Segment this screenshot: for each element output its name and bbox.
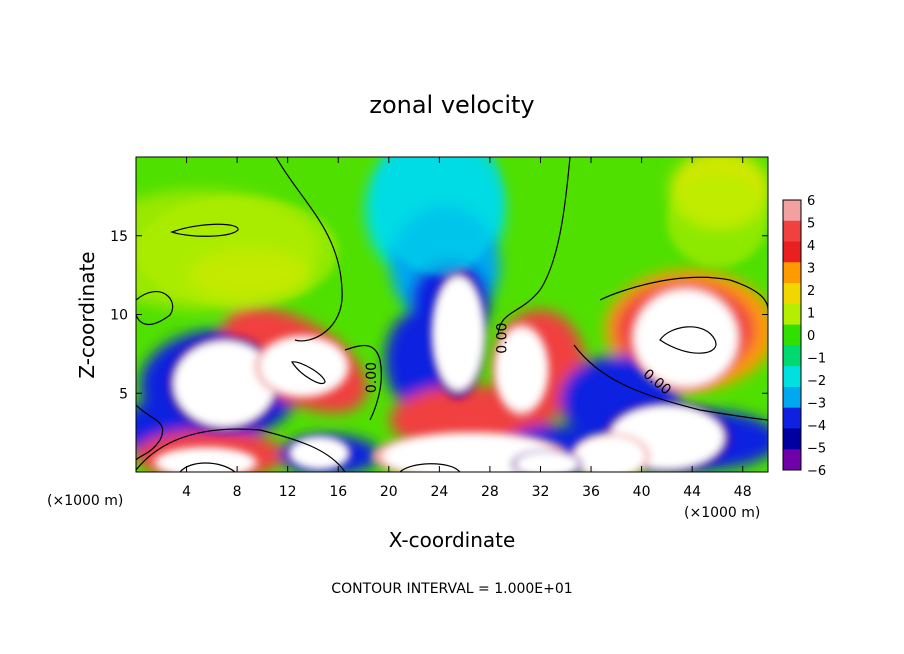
colorbar-swatch-10 <box>783 407 801 429</box>
colorbar-label-3: 3 <box>807 262 815 277</box>
colorbar-swatch-0 <box>783 200 801 222</box>
plot-area: 0.000.000.00 <box>136 157 768 472</box>
y-axis: 5 10 15 <box>110 229 768 402</box>
contour-zero <box>136 404 164 461</box>
feature-core-7 <box>574 435 646 472</box>
contour-zero <box>497 157 571 336</box>
colorbar-label-10: −4 <box>807 419 826 434</box>
colorbar-label-7: −1 <box>807 352 826 367</box>
colorbar-swatch-1 <box>783 220 801 243</box>
contour-zero <box>170 223 239 237</box>
y-axis-label: Z-coordinate <box>75 251 99 378</box>
feature-core-9 <box>515 451 579 472</box>
colorbar-label-5: 1 <box>807 307 815 322</box>
feature-region-12 <box>136 196 339 307</box>
x-tick-label-5: 24 <box>430 484 448 500</box>
colorbar-swatch-3 <box>783 262 801 284</box>
colorbar-label-11: −5 <box>807 442 826 457</box>
contour-zero <box>573 344 768 421</box>
y-tick-label-0: 5 <box>119 386 128 402</box>
feature-region-13 <box>666 172 768 268</box>
contour-label-1: 0.00 <box>494 323 510 354</box>
colorbar-swatch-11 <box>783 428 801 450</box>
colorbar-swatch-12 <box>783 449 801 471</box>
feature-core-0 <box>173 341 276 427</box>
colorbar-frame <box>782 199 802 471</box>
contour-inner <box>291 361 326 384</box>
field-cores <box>136 157 768 472</box>
colorbar-swatch-7 <box>783 345 801 367</box>
x-tick-label-8: 36 <box>582 484 600 500</box>
colorbar-label-6: 0 <box>807 329 815 344</box>
contour-zero <box>275 157 343 342</box>
contour-interval-note: CONTOUR INTERVAL = 1.000E+01 <box>331 581 572 597</box>
contour-inner <box>179 462 236 472</box>
x-tick-label-4: 20 <box>380 484 398 500</box>
contour-lines <box>136 157 768 472</box>
colorbar-swatch-9 <box>783 386 801 409</box>
colorbar-swatch-5 <box>783 303 801 326</box>
contour-zero <box>599 276 768 311</box>
feature-core-1 <box>259 338 346 395</box>
colorbar-label-9: −3 <box>807 397 826 412</box>
feature-core-3 <box>496 328 547 411</box>
colorbar-swatch-8 <box>783 366 801 388</box>
x-tick-label-9: 40 <box>633 484 651 500</box>
x-tick-label-2: 12 <box>279 484 297 500</box>
colorbar: 6 5 4 3 2 1 0 −1 −2 −3 −4 −5 −6 <box>782 194 826 479</box>
colorbar-label-8: −2 <box>807 374 826 389</box>
colorbar-label-4: 2 <box>807 284 815 299</box>
x-unit-left: (×1000 m) <box>47 493 123 509</box>
colorbar-label-0: 6 <box>807 194 815 209</box>
x-axis-label: X-coordinate <box>389 528 516 552</box>
y-tick-label-2: 15 <box>110 229 128 245</box>
x-tick-label-0: 4 <box>182 484 191 500</box>
feature-region-11 <box>376 157 503 276</box>
colorbar-swatch-4 <box>783 283 801 305</box>
x-tick-label-1: 8 <box>233 484 242 500</box>
colorbar-swatch-2 <box>783 241 801 263</box>
colorbar-label-1: 5 <box>807 217 815 232</box>
colorbar-swatch-6 <box>783 324 801 346</box>
feature-core-8 <box>157 448 254 472</box>
contour-label-0: 0.00 <box>364 362 380 393</box>
x-tick-label-10: 44 <box>683 484 701 500</box>
x-tick-label-7: 32 <box>532 484 550 500</box>
feature-core-4 <box>635 290 737 386</box>
contour-zero <box>136 428 346 472</box>
x-tick-label-11: 48 <box>734 484 752 500</box>
contour-zero <box>344 345 382 421</box>
contour-inner <box>659 326 717 354</box>
chart-title: zonal velocity <box>369 91 534 119</box>
feature-core-10 <box>290 437 349 469</box>
contour-zero <box>136 291 174 325</box>
x-axis: 4 8 12 16 20 24 28 32 36 40 44 48 <box>182 157 752 500</box>
x-unit-right: (×1000 m) <box>684 505 760 521</box>
feature-core-2 <box>433 276 484 391</box>
colorbar-label-12: −6 <box>807 464 826 479</box>
y-tick-label-1: 10 <box>110 308 128 324</box>
x-tick-label-6: 28 <box>481 484 499 500</box>
contour-inner <box>399 463 461 472</box>
colorbar-label-2: 4 <box>807 239 815 254</box>
x-tick-label-3: 16 <box>329 484 347 500</box>
